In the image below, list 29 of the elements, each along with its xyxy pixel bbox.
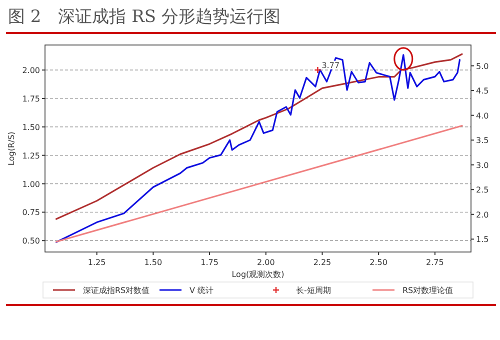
y-tick-label: 1.00 (22, 180, 40, 189)
y2-tick-label: 2.0 (476, 210, 489, 220)
x-tick-label: 1.25 (88, 258, 106, 267)
y-tick-label: 1.75 (22, 94, 40, 104)
y-tick-label: 0.50 (22, 236, 40, 246)
y-tick-label: 1.25 (22, 151, 40, 160)
y2-tick-label: 2.5 (476, 186, 489, 195)
legend-label: 长-短周期 (296, 286, 331, 295)
y-axis-title: Log(R/S) (7, 132, 16, 166)
y-tick-label: 2.00 (22, 66, 40, 76)
x-tick-label: 1.75 (200, 258, 218, 267)
x-tick-label: 2.50 (370, 258, 388, 267)
y-tick-label: 1.50 (22, 122, 40, 132)
x-tick-label: 1.50 (144, 258, 162, 267)
x-tick-label: 2.00 (256, 258, 275, 267)
legend-label: V 统计 (190, 286, 214, 295)
legend-label: RS对数理论值 (402, 286, 454, 295)
y2-tick-label: 1.5 (476, 235, 489, 244)
y2-tick-label: 3.0 (476, 160, 489, 170)
chart-title: 图 2 深证成指 RS 分形趋势运行图 (8, 7, 280, 27)
x-tick-label: 2.75 (426, 258, 444, 267)
y-tick-label: 0.75 (22, 208, 40, 218)
y2-tick-label: 5.0 (476, 62, 489, 71)
x-tick-label: 2.25 (313, 258, 332, 267)
y2-tick-label: 4.5 (476, 86, 489, 96)
y2-tick-label: 3.5 (476, 136, 489, 146)
legend-label: 深证成指RS对数值 (83, 286, 150, 295)
x-axis-title: Log(观测次数) (232, 270, 284, 279)
y2-tick-label: 4.0 (476, 111, 489, 120)
